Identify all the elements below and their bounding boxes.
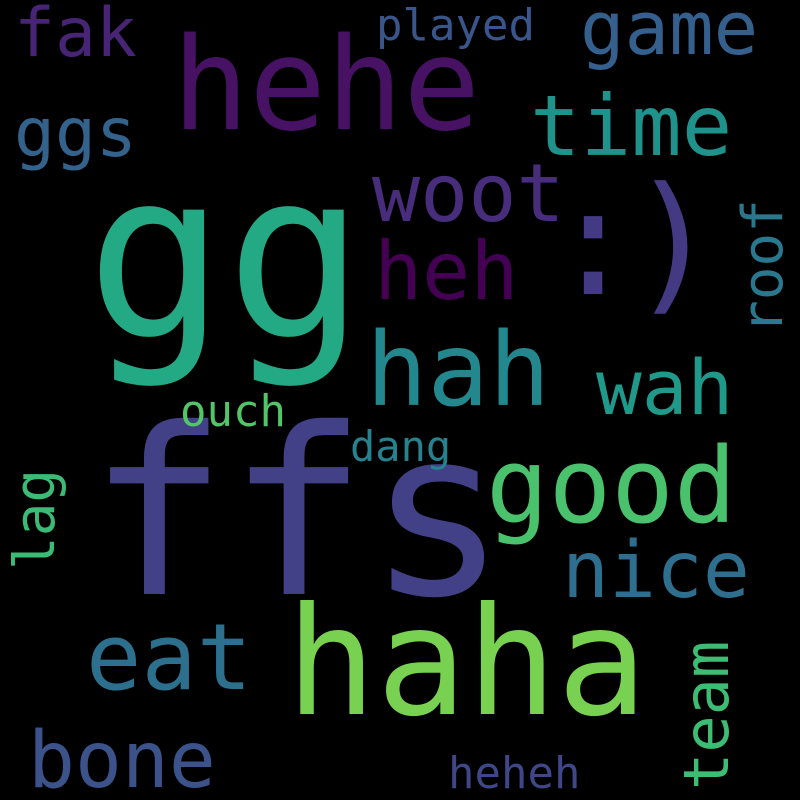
- word-played: played: [376, 0, 535, 51]
- word-heh: heh: [374, 225, 519, 318]
- word-game: game: [580, 0, 759, 72]
- word-ffs: ffs: [88, 379, 508, 649]
- word-good: good: [486, 425, 737, 547]
- word-dang: dang: [350, 422, 452, 471]
- word-lag: lag: [3, 468, 68, 570]
- word-heheh: heheh: [448, 748, 581, 799]
- word-woot: woot: [372, 147, 565, 240]
- word-smiley: :): [548, 156, 719, 330]
- word-ggs: ggs: [14, 94, 137, 173]
- word-roof: roof: [731, 199, 796, 334]
- word-team: team: [670, 640, 743, 790]
- word-gg: gg: [86, 121, 366, 391]
- word-hehe: hehe: [172, 11, 481, 160]
- word-haha: haha: [286, 576, 648, 750]
- word-hah: hah: [366, 311, 551, 430]
- word-nice: nice: [562, 526, 750, 616]
- word-time: time: [530, 77, 733, 175]
- word-eat: eat: [86, 604, 253, 711]
- word-wah: wah: [596, 343, 734, 432]
- word-bone: bone: [28, 716, 216, 800]
- word-ouch: ouch: [180, 386, 286, 437]
- word-fak: fak: [14, 0, 137, 73]
